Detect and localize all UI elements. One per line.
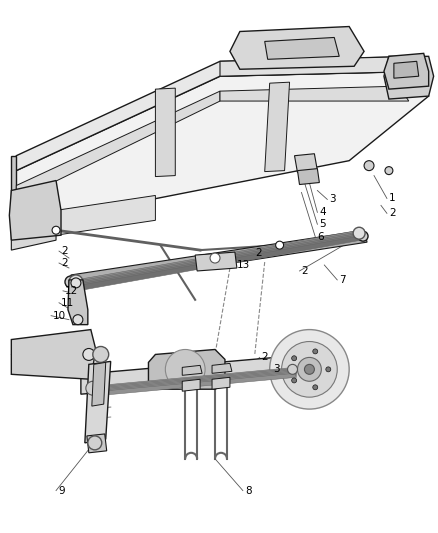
Polygon shape [56,196,155,235]
Text: 6: 6 [318,232,324,242]
Polygon shape [212,377,230,389]
Circle shape [297,358,321,381]
Text: 2: 2 [61,258,67,268]
Polygon shape [297,168,319,184]
Polygon shape [87,434,107,453]
Circle shape [326,367,331,372]
Polygon shape [91,373,297,396]
Polygon shape [76,235,361,289]
Polygon shape [91,371,297,394]
Circle shape [52,226,60,234]
Polygon shape [91,367,297,390]
Polygon shape [92,362,106,406]
Polygon shape [294,154,318,173]
Polygon shape [265,82,290,172]
Text: 11: 11 [61,298,74,308]
Circle shape [210,253,220,263]
Polygon shape [11,329,96,379]
Circle shape [304,365,314,374]
Polygon shape [265,37,339,59]
Circle shape [276,241,283,249]
Circle shape [358,231,368,241]
Polygon shape [195,252,237,271]
Polygon shape [230,27,364,69]
Circle shape [65,276,77,288]
Polygon shape [11,200,56,250]
Polygon shape [394,61,419,78]
Text: 9: 9 [58,486,65,496]
Circle shape [364,160,374,171]
Polygon shape [148,350,225,389]
Text: 3: 3 [274,365,280,374]
Polygon shape [71,230,367,288]
Polygon shape [76,233,361,288]
Circle shape [292,378,297,383]
Polygon shape [76,230,361,285]
Text: 13: 13 [237,260,250,270]
Circle shape [385,167,393,175]
Circle shape [71,278,81,288]
Circle shape [288,365,297,374]
Text: 2: 2 [389,208,396,219]
Circle shape [353,227,365,239]
Polygon shape [91,372,297,395]
Circle shape [86,381,100,395]
Circle shape [282,342,337,397]
Polygon shape [16,56,429,171]
Circle shape [313,349,318,354]
Circle shape [83,349,95,360]
Circle shape [270,329,349,409]
Polygon shape [16,91,220,200]
Polygon shape [85,361,111,443]
Text: 3: 3 [329,195,336,205]
Polygon shape [9,181,61,240]
Polygon shape [220,86,409,101]
Polygon shape [220,56,429,76]
Circle shape [69,275,83,289]
Polygon shape [91,370,297,393]
Polygon shape [384,56,434,99]
Polygon shape [11,156,16,230]
Text: 5: 5 [319,219,326,229]
Text: 2: 2 [301,266,308,276]
Polygon shape [212,364,232,373]
Text: 12: 12 [65,286,78,296]
Polygon shape [91,368,297,391]
Polygon shape [16,71,429,211]
Polygon shape [81,354,329,394]
Polygon shape [155,88,175,176]
Text: 1: 1 [389,193,396,204]
Polygon shape [76,232,361,286]
Text: 10: 10 [53,311,66,321]
Text: 2: 2 [255,248,261,258]
Circle shape [73,314,83,325]
Circle shape [165,350,205,389]
Polygon shape [68,280,88,325]
Circle shape [292,356,297,361]
Text: 7: 7 [339,275,346,285]
Circle shape [313,385,318,390]
Text: 4: 4 [319,207,326,217]
Polygon shape [76,236,361,291]
Circle shape [93,346,109,362]
Polygon shape [182,379,200,391]
Text: 8: 8 [245,486,251,496]
Polygon shape [182,365,202,375]
Circle shape [88,436,102,450]
Text: 2: 2 [262,352,268,362]
Text: 2: 2 [61,246,67,256]
Polygon shape [384,53,429,89]
